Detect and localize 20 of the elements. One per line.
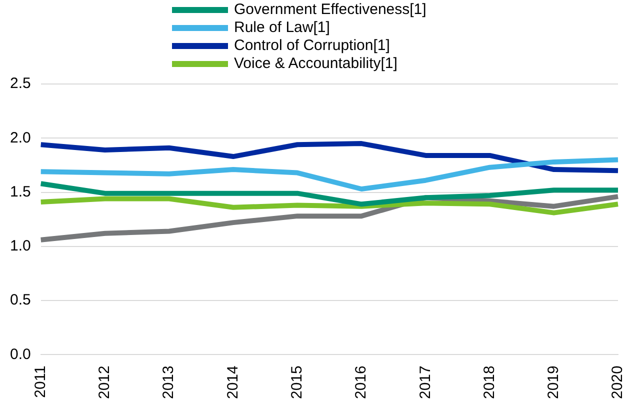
x-tick-label: 2015 bbox=[288, 366, 306, 400]
legend-label: Government Effectiveness[1] bbox=[234, 1, 426, 19]
legend-label: Rule of Law[1] bbox=[234, 19, 330, 37]
y-tick-label: 2.5 bbox=[10, 75, 31, 92]
legend-label: Voice & Accountability[1] bbox=[234, 55, 398, 73]
y-tick-label: 0.0 bbox=[10, 346, 31, 363]
x-tick-label: 2019 bbox=[545, 366, 562, 400]
x-tick-label: 2013 bbox=[160, 366, 178, 400]
x-tick-label: 2020 bbox=[609, 366, 626, 400]
x-tick-label: 2014 bbox=[224, 366, 242, 400]
x-tick-label: 2011 bbox=[32, 366, 49, 398]
y-tick-label: 1.5 bbox=[10, 183, 31, 200]
x-tick-label: 2018 bbox=[480, 366, 498, 400]
x-tick-label: 2016 bbox=[352, 366, 370, 400]
y-tick-label: 0.5 bbox=[10, 292, 31, 309]
y-tick-label: 1.0 bbox=[10, 238, 31, 255]
legend-label: Control of Corruption[1] bbox=[234, 37, 390, 55]
y-tick-label: 2.0 bbox=[10, 129, 31, 146]
x-tick-label: 2017 bbox=[416, 366, 434, 400]
x-tick-label: 2012 bbox=[96, 366, 114, 400]
